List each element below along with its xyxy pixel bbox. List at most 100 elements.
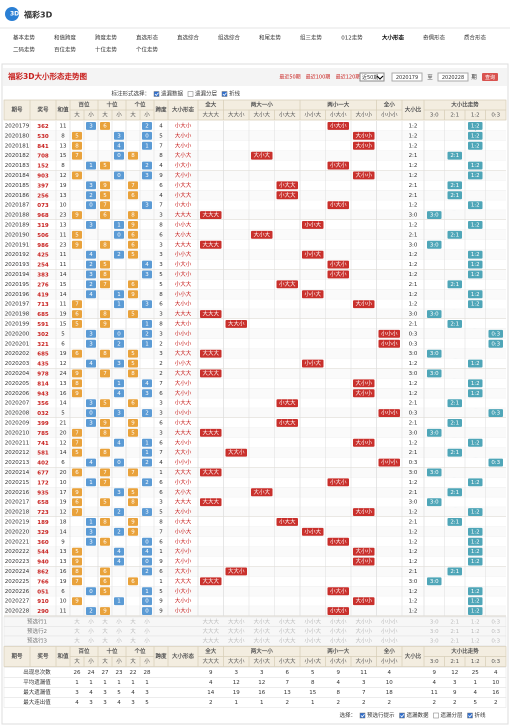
preselect-cell[interactable]: 大	[130, 627, 136, 635]
range-link[interactable]: 最近120期	[336, 74, 361, 81]
nav-link[interactable]: 二码走势	[13, 46, 36, 54]
range-link[interactable]: 最近50期	[279, 74, 300, 81]
shape-hit	[276, 181, 298, 190]
logo[interactable]: 福彩3D	[23, 10, 53, 20]
preselect-cell[interactable]: 大大大	[202, 627, 219, 635]
nav-link[interactable]: 个位走势	[136, 46, 159, 54]
nav-link[interactable]: 大小形态	[382, 34, 405, 42]
preselect-cell[interactable]: 小大小	[330, 636, 347, 644]
nav-link[interactable]: 直选综合	[177, 34, 200, 42]
preselect-cell[interactable]: 小大大	[279, 636, 296, 644]
preselect-cell[interactable]: 大小小	[355, 627, 372, 635]
nav-link[interactable]: 组三走势	[300, 34, 323, 42]
checkbox[interactable]	[153, 91, 160, 97]
preselect-cell[interactable]: 小小大	[304, 636, 321, 644]
checkbox-label[interactable]: 遗漏分层	[195, 90, 218, 98]
header-sub-label: 2:1	[450, 113, 459, 119]
preselect-cell[interactable]: 1:2	[471, 629, 480, 635]
preselect-cell[interactable]: 大	[102, 636, 108, 644]
preselect-cell[interactable]: 大大大	[202, 617, 219, 625]
preselect-cell[interactable]: 3:0	[430, 638, 439, 644]
checkbox-label[interactable]: 遗漏数据	[407, 711, 430, 719]
nav-link[interactable]: 跨度走势	[95, 34, 118, 42]
preselect-cell[interactable]: 小大小	[330, 627, 347, 635]
preselect-cell[interactable]: 大大小	[228, 636, 245, 644]
cell-digit: 9	[103, 609, 107, 615]
preselect-cell[interactable]: 0:3	[491, 638, 500, 644]
cell-digit: 8	[103, 312, 107, 318]
nav-link[interactable]: 012走势	[341, 34, 363, 42]
nav-link[interactable]: 直选形态	[136, 34, 159, 42]
preselect-cell[interactable]: 大	[130, 617, 136, 625]
preselect-cell[interactable]: 2:1	[450, 638, 459, 644]
preselect-cell[interactable]: 小小小	[381, 617, 398, 625]
range-link[interactable]: 最近100期	[306, 74, 331, 81]
preselect-cell[interactable]: 小	[88, 627, 94, 635]
preselect-cell[interactable]: 小小大	[304, 617, 321, 625]
preselect-cell[interactable]: 3:0	[430, 629, 439, 635]
preselect-cell[interactable]: 小	[88, 636, 94, 644]
preselect-cell[interactable]: 小	[144, 627, 150, 635]
preselect-cell[interactable]: 小	[116, 617, 122, 625]
preselect-cell[interactable]: 0:3	[491, 619, 500, 625]
preselect-cell[interactable]: 大小小	[355, 636, 372, 644]
nav-link[interactable]: 和值跨度	[54, 34, 77, 42]
preselect-cell[interactable]: 0:3	[491, 629, 500, 635]
header-label: 个位	[133, 101, 146, 109]
to-input[interactable]	[437, 72, 469, 82]
checkbox[interactable]	[187, 91, 194, 97]
nav-link[interactable]: 基本走势	[13, 34, 36, 42]
checkbox[interactable]	[467, 712, 473, 719]
preselect-cell[interactable]: 小	[116, 627, 122, 635]
preselect-cell[interactable]: 2:1	[450, 629, 459, 635]
preselect-cell[interactable]: 小小小	[381, 627, 398, 635]
nav-link[interactable]: 组选综合	[218, 34, 241, 42]
preselect-cell[interactable]: 小小小	[381, 636, 398, 644]
preselect-cell[interactable]: 大大小	[228, 617, 245, 625]
preselect-cell[interactable]: 小	[116, 636, 122, 644]
preselect-cell[interactable]: 大	[102, 627, 108, 635]
preselect-cell[interactable]: 小大小	[330, 617, 347, 625]
checkbox-label[interactable]: 折线	[229, 90, 241, 98]
small-cell	[142, 389, 152, 398]
query-button[interactable]	[482, 73, 498, 81]
preselect-cell[interactable]: 小	[144, 636, 150, 644]
checkbox-label[interactable]: 预选行提示	[367, 711, 395, 719]
preselect-cell[interactable]: 大小大	[253, 627, 270, 635]
preselect-cell[interactable]: 大	[102, 617, 108, 625]
preselect-cell[interactable]: 大大小	[228, 627, 245, 635]
nav-link[interactable]: 十位走势	[95, 46, 118, 54]
select[interactable]	[359, 72, 385, 82]
nav-link[interactable]: 和尾走势	[259, 34, 282, 42]
nav-link[interactable]: 奇偶形态	[423, 34, 446, 42]
preselect-cell[interactable]: 2:1	[450, 619, 459, 625]
preselect-cell[interactable]: 1:2	[471, 638, 480, 644]
preselect-cell[interactable]: 小	[88, 617, 94, 625]
preselect-cell[interactable]: 大	[74, 636, 80, 644]
preselect-cell[interactable]: 大小大	[253, 636, 270, 644]
preselect-cell[interactable]: 1:2	[471, 619, 480, 625]
preselect-cell[interactable]: 大	[74, 627, 80, 635]
nav-link[interactable]: 百位走势	[54, 46, 77, 54]
checkbox[interactable]	[399, 712, 405, 719]
checkbox-label[interactable]: 折线	[475, 711, 487, 719]
from-input[interactable]	[391, 72, 423, 82]
preselect-cell[interactable]: 3:0	[430, 619, 439, 625]
preselect-cell[interactable]: 小大大	[279, 617, 296, 625]
checkbox-label[interactable]: 遗漏分层	[441, 711, 464, 719]
checkbox[interactable]	[433, 712, 439, 719]
preselect-cell[interactable]: 小小大	[304, 627, 321, 635]
preselect-cell[interactable]: 小	[144, 617, 150, 625]
preselect-cell[interactable]: 大	[130, 636, 136, 644]
preselect-cell[interactable]: 大	[74, 617, 80, 625]
checkbox[interactable]	[359, 712, 366, 719]
preselect-cell[interactable]: 小大大	[279, 627, 296, 635]
preselect-cell[interactable]: 大小小	[355, 617, 372, 625]
checkbox[interactable]	[221, 91, 228, 97]
header-sub-label: 小	[116, 657, 122, 665]
nav-link[interactable]: 质合形态	[464, 34, 487, 42]
shape-hit-text: 大小小	[355, 557, 372, 565]
preselect-cell[interactable]: 大小大	[253, 617, 270, 625]
preselect-cell[interactable]: 大大大	[202, 636, 219, 644]
checkbox-label[interactable]: 遗漏数据	[161, 90, 184, 98]
